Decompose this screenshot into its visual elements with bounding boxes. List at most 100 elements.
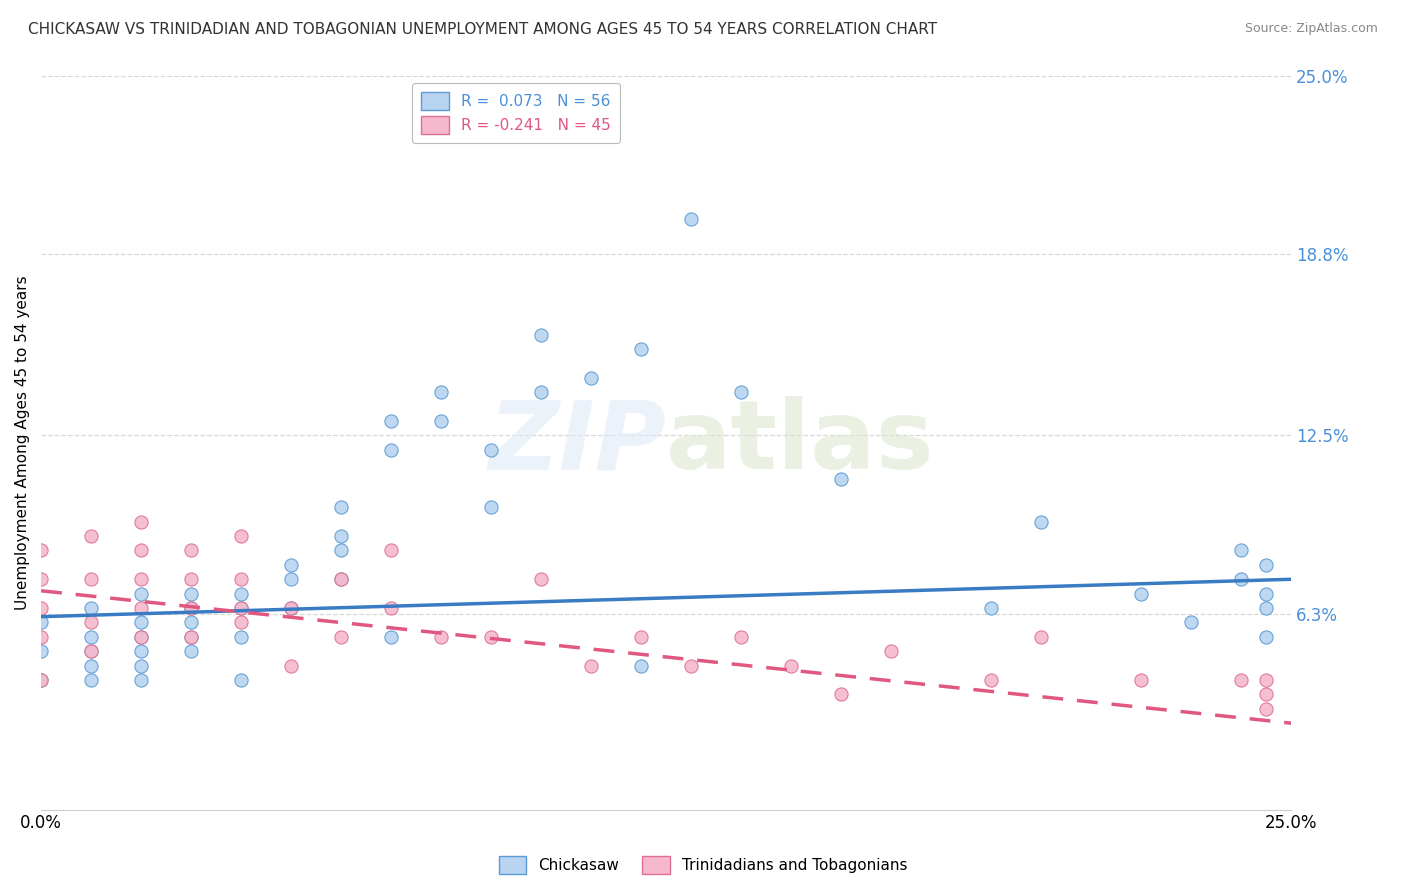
Point <box>530 327 553 342</box>
Point <box>579 658 602 673</box>
Point <box>80 644 103 658</box>
Point <box>1130 587 1153 601</box>
Point <box>180 587 202 601</box>
Point <box>30 543 52 558</box>
Point <box>80 601 103 615</box>
Point <box>530 385 553 400</box>
Point <box>830 687 852 701</box>
Point <box>579 371 602 385</box>
Point <box>380 414 402 428</box>
Point <box>330 529 353 543</box>
Point <box>231 529 253 543</box>
Point <box>80 658 103 673</box>
Legend: R =  0.073   N = 56, R = -0.241   N = 45: R = 0.073 N = 56, R = -0.241 N = 45 <box>412 83 620 143</box>
Point <box>129 615 152 630</box>
Text: ZIP: ZIP <box>488 396 666 489</box>
Point <box>129 673 152 687</box>
Point <box>630 342 652 356</box>
Point <box>330 500 353 515</box>
Point <box>280 558 302 572</box>
Text: CHICKASAW VS TRINIDADIAN AND TOBAGONIAN UNEMPLOYMENT AMONG AGES 45 TO 54 YEARS C: CHICKASAW VS TRINIDADIAN AND TOBAGONIAN … <box>28 22 938 37</box>
Point <box>129 572 152 586</box>
Point <box>129 644 152 658</box>
Point <box>330 543 353 558</box>
Point <box>30 673 52 687</box>
Point <box>180 630 202 644</box>
Point <box>129 630 152 644</box>
Point <box>80 644 103 658</box>
Point <box>380 442 402 457</box>
Y-axis label: Unemployment Among Ages 45 to 54 years: Unemployment Among Ages 45 to 54 years <box>15 276 30 610</box>
Point <box>80 529 103 543</box>
Point <box>479 442 502 457</box>
Point <box>1031 630 1053 644</box>
Point <box>630 658 652 673</box>
Point <box>180 601 202 615</box>
Point <box>30 601 52 615</box>
Point <box>1130 673 1153 687</box>
Point <box>280 658 302 673</box>
Point <box>231 601 253 615</box>
Point <box>231 615 253 630</box>
Point <box>180 543 202 558</box>
Point <box>180 615 202 630</box>
Point <box>1180 615 1202 630</box>
Point <box>980 673 1002 687</box>
Point <box>380 601 402 615</box>
Point <box>30 630 52 644</box>
Point <box>280 601 302 615</box>
Point <box>80 630 103 644</box>
Point <box>1256 558 1278 572</box>
Point <box>180 572 202 586</box>
Text: Source: ZipAtlas.com: Source: ZipAtlas.com <box>1244 22 1378 36</box>
Point <box>780 658 803 673</box>
Point <box>30 572 52 586</box>
Point <box>730 385 752 400</box>
Point <box>1230 543 1253 558</box>
Point <box>1230 572 1253 586</box>
Point <box>980 601 1002 615</box>
Point <box>1256 702 1278 716</box>
Point <box>730 630 752 644</box>
Point <box>80 673 103 687</box>
Point <box>231 601 253 615</box>
Point <box>30 615 52 630</box>
Point <box>830 471 852 485</box>
Point <box>1031 515 1053 529</box>
Point <box>80 615 103 630</box>
Legend: Chickasaw, Trinidadians and Tobagonians: Chickasaw, Trinidadians and Tobagonians <box>492 850 914 880</box>
Point <box>1256 687 1278 701</box>
Point <box>479 630 502 644</box>
Point <box>80 572 103 586</box>
Point <box>430 385 453 400</box>
Point <box>129 658 152 673</box>
Text: atlas: atlas <box>666 396 935 489</box>
Point <box>30 673 52 687</box>
Point <box>30 644 52 658</box>
Point <box>330 630 353 644</box>
Point <box>1256 673 1278 687</box>
Point <box>129 630 152 644</box>
Point <box>280 601 302 615</box>
Point <box>231 572 253 586</box>
Point <box>330 572 353 586</box>
Point <box>880 644 903 658</box>
Point <box>1256 630 1278 644</box>
Point <box>180 601 202 615</box>
Point <box>129 601 152 615</box>
Point <box>231 673 253 687</box>
Point <box>530 572 553 586</box>
Point <box>231 630 253 644</box>
Point <box>280 572 302 586</box>
Point <box>330 572 353 586</box>
Point <box>380 630 402 644</box>
Point <box>430 414 453 428</box>
Point <box>129 543 152 558</box>
Point <box>479 500 502 515</box>
Point <box>630 630 652 644</box>
Point <box>231 587 253 601</box>
Point <box>129 515 152 529</box>
Point <box>681 658 703 673</box>
Point <box>681 212 703 227</box>
Point <box>180 644 202 658</box>
